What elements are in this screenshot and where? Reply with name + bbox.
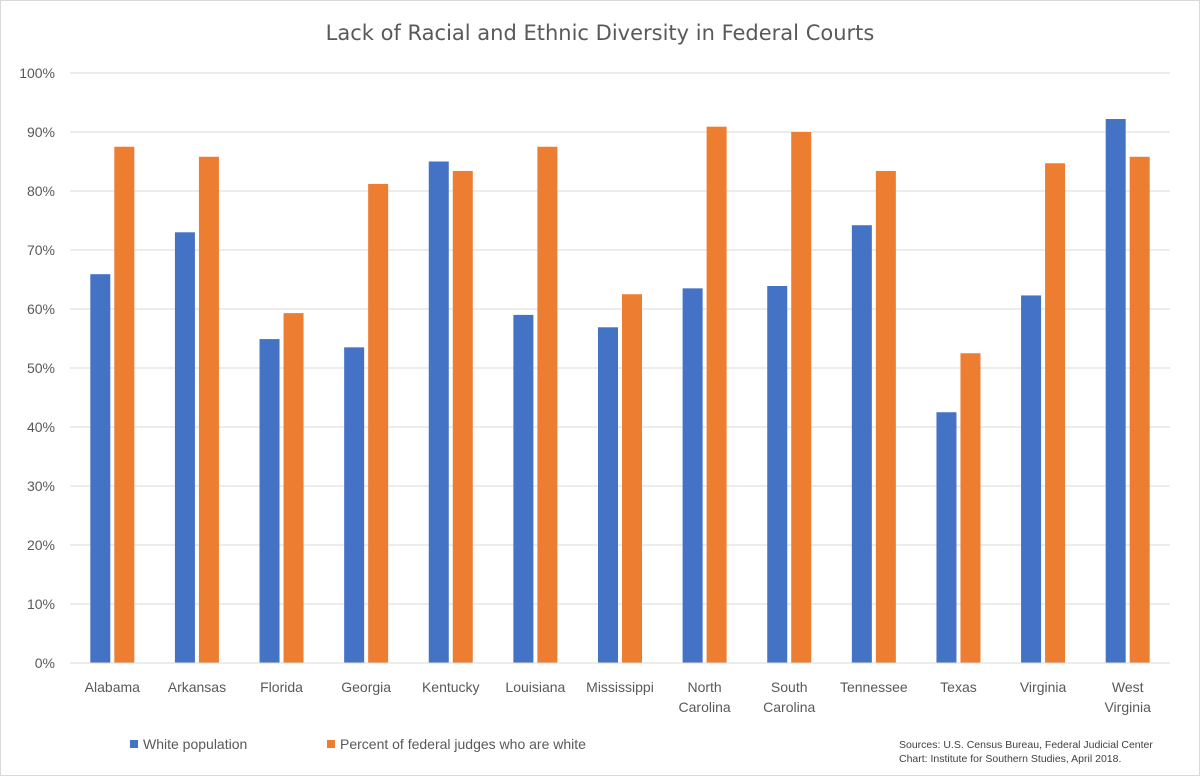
bar-white-judges bbox=[1129, 156, 1150, 663]
category-label: Georgia bbox=[341, 679, 391, 695]
source-note: Sources: U.S. Census Bureau, Federal Jud… bbox=[899, 739, 1153, 765]
bars bbox=[90, 119, 1150, 664]
category-label: South bbox=[771, 679, 808, 695]
bar-white-judges bbox=[452, 170, 473, 663]
y-tick-label: 0% bbox=[35, 655, 55, 671]
legend: White population Percent of federal judge… bbox=[130, 736, 586, 752]
bar-white-population bbox=[513, 314, 534, 663]
category-label: North bbox=[687, 679, 721, 695]
bar-white-judges bbox=[198, 156, 219, 663]
y-tick-label: 100% bbox=[19, 65, 55, 81]
bar-white-population bbox=[1105, 119, 1126, 663]
bar-white-judges bbox=[283, 313, 304, 663]
bar-white-population bbox=[598, 327, 618, 663]
y-tick-label: 10% bbox=[27, 596, 55, 612]
category-label: Alabama bbox=[85, 679, 140, 695]
bar-white-judges bbox=[960, 353, 981, 663]
y-tick-label: 90% bbox=[27, 124, 55, 140]
bar-white-population bbox=[90, 274, 111, 663]
category-label: West bbox=[1112, 679, 1144, 695]
bar-white-judges bbox=[622, 294, 642, 663]
category-label: Kentucky bbox=[422, 679, 480, 695]
category-label: Florida bbox=[260, 679, 303, 695]
bar-white-population bbox=[851, 225, 872, 663]
source-line: Chart: Institute for Southern Studies, A… bbox=[899, 753, 1121, 765]
bar-white-population bbox=[428, 161, 449, 663]
bar-white-population bbox=[259, 339, 280, 663]
category-labels: Alabama Arkansas Florida Georgia Kentucky Lou… bbox=[85, 679, 1151, 715]
bar-white-judges bbox=[791, 132, 812, 663]
bar-white-population bbox=[1021, 295, 1042, 663]
bar-white-judges bbox=[875, 170, 896, 663]
bar-white-judges bbox=[1045, 163, 1066, 663]
bar-white-population bbox=[344, 347, 365, 663]
bar-white-population bbox=[936, 412, 957, 663]
chart-title: Lack of Racial and Ethnic Diversity in F… bbox=[326, 21, 875, 45]
legend-label: Percent of federal judges who are white bbox=[340, 736, 586, 752]
y-tick-label: 40% bbox=[27, 419, 55, 435]
y-tick-label: 80% bbox=[27, 183, 55, 199]
legend-label: White population bbox=[143, 736, 247, 752]
y-tick-label: 70% bbox=[27, 242, 55, 258]
category-label: Carolina bbox=[763, 699, 815, 715]
y-tick-label: 60% bbox=[27, 301, 55, 317]
bar-white-population bbox=[682, 288, 703, 663]
category-label: Arkansas bbox=[168, 679, 226, 695]
category-label: Virginia bbox=[1020, 679, 1067, 695]
bar-white-population bbox=[767, 285, 788, 663]
category-label: Carolina bbox=[679, 699, 731, 715]
category-label: Texas bbox=[940, 679, 977, 695]
y-axis-ticks: 0% 10% 20% 30% 40% 50% 60% 70% 80% 90% 100% bbox=[19, 65, 55, 671]
source-line: Sources: U.S. Census Bureau, Federal Jud… bbox=[899, 739, 1153, 751]
category-label: Mississippi bbox=[586, 679, 654, 695]
category-label: Louisiana bbox=[505, 679, 565, 695]
legend-swatch bbox=[130, 740, 138, 748]
bar-white-judges bbox=[537, 146, 558, 663]
category-label: Tennessee bbox=[840, 679, 908, 695]
category-label: Virginia bbox=[1104, 699, 1151, 715]
y-tick-label: 30% bbox=[27, 478, 55, 494]
bar-white-judges bbox=[114, 146, 135, 663]
bar-white-judges bbox=[368, 183, 389, 664]
y-tick-label: 50% bbox=[27, 360, 55, 376]
gridlines bbox=[70, 72, 1170, 605]
bar-white-judges bbox=[706, 126, 727, 663]
y-tick-label: 20% bbox=[27, 537, 55, 553]
bar-white-population bbox=[174, 232, 195, 664]
legend-swatch bbox=[327, 740, 335, 748]
